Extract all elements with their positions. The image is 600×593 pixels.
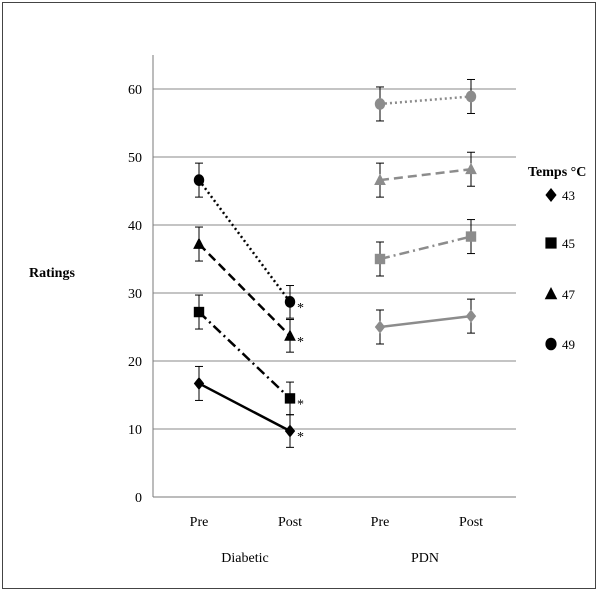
legend: Temps °C 43 45 47 49: [528, 165, 586, 352]
group-label: Diabetic: [221, 551, 268, 566]
series-line: [198, 382, 291, 433]
data-point-diamond: [465, 309, 477, 323]
series-line: [379, 95, 472, 106]
legend-entry-49: 49: [545, 337, 575, 352]
legend-marker-square: [545, 237, 557, 249]
data-point-diamond: [284, 424, 296, 438]
legend-label: 43: [562, 188, 575, 203]
series-line: [197, 179, 292, 303]
data-point-triangle: [193, 237, 205, 249]
data-point-circle: [465, 90, 477, 103]
data-point-square: [465, 231, 477, 242]
data-point-diamond: [193, 376, 205, 390]
significance-asterisk: *: [297, 301, 304, 316]
y-tick-label: 20: [128, 355, 142, 370]
data-point-circle: [374, 98, 386, 110]
group-labels: Diabetic PDN: [221, 551, 439, 566]
legend-marker-circle: [545, 337, 557, 351]
series-layer: * * * *: [193, 78, 477, 448]
significance-asterisk: *: [297, 430, 304, 445]
series-line: [198, 311, 291, 400]
series-pdn-49: [374, 78, 477, 122]
data-point-triangle: [465, 162, 477, 175]
legend-entry-43: 43: [545, 188, 575, 203]
x-tick-label: Pre: [190, 515, 209, 530]
data-point-circle: [193, 174, 205, 186]
y-axis-title: Ratings: [29, 266, 75, 281]
group-label: PDN: [411, 551, 439, 566]
legend-entry-45: 45: [545, 236, 575, 251]
series-diabetic-43: *: [193, 365, 304, 448]
y-tick-label: 40: [128, 219, 142, 234]
series-pdn-43: [374, 298, 477, 345]
series-line: [198, 243, 291, 337]
data-point-triangle: [284, 329, 296, 341]
series-diabetic-49: *: [193, 162, 304, 319]
series-diabetic-45: *: [193, 294, 304, 416]
data-point-triangle: [374, 173, 386, 185]
data-point-circle: [284, 295, 296, 308]
series-pdn-47: [374, 151, 477, 198]
legend-title: Temps °C: [528, 165, 586, 180]
series-line: [379, 314, 472, 329]
y-tick-label: 10: [128, 423, 142, 438]
series-line: [379, 167, 472, 182]
x-tick-labels: Pre Post Pre Post: [190, 515, 484, 530]
y-tick-label: 50: [128, 151, 142, 166]
chart-frame: [2, 2, 596, 589]
data-point-square: [193, 306, 205, 318]
x-tick-label: Pre: [371, 515, 390, 530]
data-point-square: [284, 393, 296, 404]
y-tick-label: 60: [128, 83, 142, 98]
data-point-square: [374, 253, 386, 265]
series-diabetic-47: *: [193, 226, 304, 353]
legend-marker-diamond: [545, 188, 557, 202]
series-pdn-45: [374, 219, 477, 277]
legend-entry-47: 47: [544, 287, 576, 302]
legend-label: 49: [562, 337, 575, 352]
y-tick-label: 30: [128, 287, 142, 302]
gridlines: [153, 88, 516, 430]
data-point-diamond: [374, 320, 386, 334]
y-tick-label: 0: [135, 491, 142, 506]
x-tick-label: Post: [459, 515, 483, 530]
significance-asterisk: *: [297, 335, 304, 350]
x-tick-label: Post: [278, 515, 302, 530]
legend-label: 45: [562, 236, 575, 251]
legend-marker-triangle: [544, 287, 558, 300]
significance-asterisk: *: [297, 397, 304, 412]
y-tick-labels: 0 10 20 30 40 50 60: [128, 83, 142, 506]
series-line: [379, 235, 472, 261]
legend-label: 47: [562, 287, 576, 302]
